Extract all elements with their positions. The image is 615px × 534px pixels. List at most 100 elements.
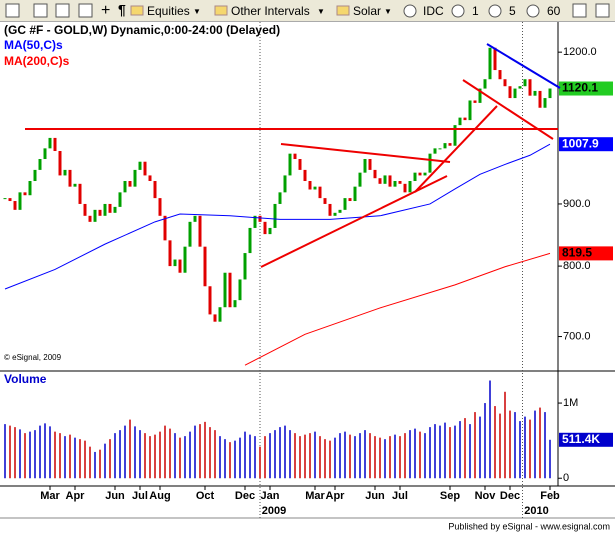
candle (133, 169, 137, 187)
volume-bar (139, 430, 141, 479)
candle (38, 159, 42, 170)
dropdown-arrow[interactable]: ▼ (384, 7, 392, 16)
year-label: 2010 (524, 505, 548, 517)
volume-bar (119, 430, 121, 479)
candle (308, 181, 312, 190)
moving-average (4, 143, 551, 290)
icon[interactable] (595, 3, 610, 18)
volume-bar (304, 434, 306, 479)
y-tick-label: 0 (563, 472, 569, 484)
icon[interactable] (33, 3, 48, 18)
volume-bar (489, 380, 491, 479)
volume-bar (99, 449, 101, 479)
candle (148, 175, 152, 182)
candle (428, 153, 432, 173)
candle (183, 246, 187, 273)
copyright: © eSignal, 2009 (4, 353, 62, 362)
last-value-box (559, 432, 613, 447)
volume-bar (219, 436, 221, 479)
volume-bar (74, 437, 76, 479)
candle (8, 198, 12, 202)
volume-bar (509, 410, 511, 479)
candle (283, 175, 287, 193)
candle (363, 159, 367, 173)
volume-bar (459, 421, 461, 479)
volume-bar (129, 419, 131, 479)
volume-bar (259, 446, 261, 479)
icon[interactable] (78, 3, 93, 18)
volume-bar (384, 439, 386, 479)
year-label: 2009 (262, 505, 286, 517)
candle (393, 181, 397, 187)
volume-bar (254, 436, 256, 479)
volume-bar (4, 424, 6, 479)
trendline (414, 105, 498, 193)
volume-bar (24, 433, 26, 479)
volume-bar (379, 437, 381, 479)
icon[interactable]: ¶ (118, 2, 126, 18)
menu-intervals[interactable]: Other Intervals (231, 4, 310, 18)
dropdown-arrow[interactable]: ▼ (317, 7, 325, 16)
y-tick-label: 1200.0 (563, 46, 597, 58)
candle (248, 227, 252, 254)
volume-bar (154, 434, 156, 479)
candle (473, 100, 477, 103)
icon[interactable] (526, 4, 540, 18)
menu-solar[interactable]: Solar (353, 4, 381, 18)
candle (203, 246, 207, 287)
x-tick-label: Apr (326, 490, 346, 502)
x-tick-label: Oct (196, 490, 215, 502)
dropdown-arrow[interactable]: ▼ (193, 7, 201, 16)
volume-bar (494, 406, 496, 479)
candle (73, 183, 77, 187)
button-5[interactable]: 5 (509, 4, 516, 18)
candle (223, 272, 227, 308)
volume-title: Volume (4, 372, 47, 386)
candle (353, 186, 357, 202)
icon[interactable]: + (101, 2, 110, 19)
candle (88, 215, 92, 222)
icon[interactable] (403, 4, 417, 18)
candle (68, 169, 72, 187)
candle (23, 192, 27, 196)
volume-bar (39, 425, 41, 479)
volume-bar (239, 437, 241, 479)
volume-bar (394, 434, 396, 479)
button-idc[interactable]: IDC (423, 4, 444, 18)
volume-bar (249, 434, 251, 479)
x-tick-label: Dec (500, 490, 520, 502)
candle (208, 286, 212, 315)
legend-entry: MA(50,C)s (4, 38, 63, 52)
candle (453, 125, 457, 146)
candle (538, 90, 542, 108)
volume-bar (319, 436, 321, 479)
candle (463, 117, 467, 121)
last-value-label: 1007.9 (562, 136, 599, 150)
button-60[interactable]: 60 (547, 4, 561, 18)
button-1[interactable]: 1 (472, 4, 479, 18)
volume-bar (89, 446, 91, 479)
candle (18, 192, 22, 210)
volume-bar (329, 440, 331, 479)
volume-bar (244, 431, 246, 479)
candle (438, 148, 442, 150)
volume-bar (479, 416, 481, 479)
candle (413, 172, 417, 182)
volume-bar (519, 421, 521, 479)
volume-bar (234, 440, 236, 479)
candle (373, 169, 377, 179)
candle (33, 169, 37, 182)
candle (118, 192, 122, 207)
icon[interactable] (55, 3, 70, 18)
menu-equities[interactable]: Equities (147, 4, 190, 18)
icon[interactable] (572, 3, 587, 18)
icon[interactable] (488, 4, 502, 18)
volume-bar (404, 433, 406, 479)
volume-bar (94, 451, 96, 479)
toolbar-svg: + ¶ Equities ▼ Other Intervals ▼ Solar ▼… (5, 2, 610, 19)
trendline (280, 143, 451, 163)
icon[interactable] (451, 4, 465, 18)
icon[interactable] (5, 3, 20, 18)
